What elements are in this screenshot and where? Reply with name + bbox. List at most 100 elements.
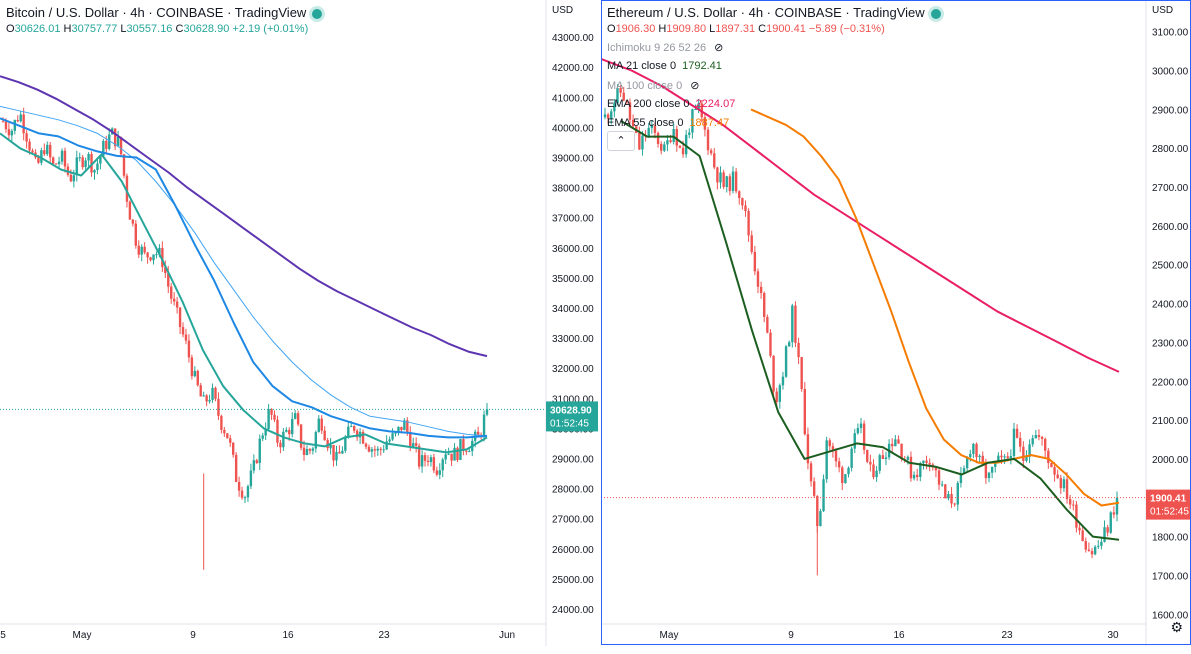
eth-candle-body xyxy=(834,450,838,462)
eth-y-tick-label: 2800.00 xyxy=(1152,144,1189,155)
eth-candle-body xyxy=(706,129,710,151)
indicator-ichimoku[interactable]: Ichimoku 9 26 52 26 ⊘ xyxy=(607,41,723,54)
btc-candle-body xyxy=(338,451,341,454)
btc-candle-body xyxy=(96,163,99,171)
eth-candle-body xyxy=(878,455,881,471)
btc-close: 30628.90 xyxy=(183,23,230,35)
btc-candle-body xyxy=(476,431,480,435)
eth-candle-body xyxy=(915,474,919,477)
eth-candle-body xyxy=(625,100,629,103)
btc-series-ema-100 xyxy=(0,105,488,437)
collapse-legend-button[interactable]: ⌃ xyxy=(607,131,635,151)
btc-candle-body xyxy=(54,163,58,165)
btc-candle-body xyxy=(403,420,406,431)
btc-candle-body xyxy=(237,481,241,491)
indicator-ma100[interactable]: MA 100 close 0 ⊘ xyxy=(607,79,699,92)
eth-candle-body xyxy=(678,145,682,148)
eth-candle-body xyxy=(756,271,760,287)
btc-candle-body xyxy=(178,307,182,328)
eth-series-ema-55 xyxy=(750,108,1120,507)
btc-candle-body xyxy=(172,298,176,302)
eth-candle-body xyxy=(875,470,878,478)
eth-candle-body xyxy=(1012,428,1016,456)
eth-candle-body xyxy=(1087,549,1091,552)
btc-low-label: L xyxy=(120,23,127,35)
btc-y-tick-label: 34000.00 xyxy=(552,304,594,315)
btc-chart-pane[interactable]: 24000.00 25000.00 26000.00 27000.00 28000.00… xyxy=(0,0,598,654)
eth-y-tick-label: 2000.00 xyxy=(1152,455,1189,466)
btc-candle-body xyxy=(465,450,468,452)
btc-price-tag: 30628.90 xyxy=(550,405,592,416)
indicator-ma21[interactable]: MA 21 close 0 1792.41 xyxy=(607,60,722,72)
btc-candle-body xyxy=(155,254,158,256)
eth-price-tag-box xyxy=(1146,489,1190,520)
btc-candle-body xyxy=(409,431,412,449)
btc-candle-body xyxy=(382,449,385,451)
btc-candle-body xyxy=(246,486,250,498)
btc-candle-body xyxy=(99,155,102,164)
eth-candle-body xyxy=(613,103,616,112)
eth-x-tick-label: 9 xyxy=(788,630,794,641)
btc-candle-body xyxy=(167,273,170,287)
btc-candle-body xyxy=(84,160,87,168)
eth-candle-body xyxy=(794,305,797,343)
btc-candle-body xyxy=(196,370,199,386)
eth-candle-body xyxy=(859,423,863,429)
eth-candles xyxy=(603,84,1119,576)
eth-candle-body xyxy=(653,125,657,133)
eth-candle-body xyxy=(766,316,769,333)
indicator-ma21-value: 1792.41 xyxy=(682,60,722,72)
eth-candle-body xyxy=(741,198,744,206)
btc-candle-body xyxy=(329,444,332,449)
gear-icon[interactable]: ⚙ xyxy=(1170,619,1183,635)
eth-candle-body xyxy=(703,117,707,130)
indicator-ema200[interactable]: EMA 200 close 0 2224.07 xyxy=(607,98,735,110)
eth-candle-body xyxy=(928,462,931,465)
btc-candle-body xyxy=(438,470,441,475)
eth-candle-body xyxy=(650,125,654,128)
btc-candle-body xyxy=(388,439,391,442)
btc-candle-body xyxy=(447,453,450,455)
btc-low: 30557.16 xyxy=(126,23,173,35)
eth-candle-body xyxy=(1100,541,1103,546)
eth-candle-body xyxy=(866,449,869,462)
eth-candle-body xyxy=(1053,467,1056,475)
btc-y-tick-label: 43000.00 xyxy=(552,33,594,44)
btc-candle-body xyxy=(223,429,226,434)
eth-candle-body xyxy=(806,434,810,464)
btc-candle-body xyxy=(161,247,164,268)
eth-candle-body xyxy=(775,391,778,402)
btc-candle-body xyxy=(181,327,185,335)
eth-chart-pane[interactable]: 1600.001700.001800.001900.002000.002100.… xyxy=(601,0,1191,654)
eth-close: 1900.41 xyxy=(766,23,806,35)
btc-candle-body xyxy=(267,409,270,430)
eye-hidden-icon[interactable]: ⊘ xyxy=(714,42,724,54)
eth-candle-body xyxy=(619,88,622,93)
btc-candle-body xyxy=(485,409,489,415)
eth-x-tick-label: 23 xyxy=(1001,630,1013,641)
eth-candle-body xyxy=(987,472,991,479)
btc-symbol-title: Bitcoin / U.S. Dollar · 4h · COINBASE · … xyxy=(6,5,323,20)
btc-candle-body xyxy=(69,174,73,182)
eth-candle-body xyxy=(1078,527,1081,531)
eye-hidden-icon[interactable]: ⊘ xyxy=(690,80,700,92)
eth-candle-body xyxy=(953,503,956,505)
eth-candle-body xyxy=(1006,456,1009,459)
btc-candle-body xyxy=(426,460,430,463)
btc-candle-body xyxy=(113,128,117,147)
indicator-ema55[interactable]: EMA 55 close 0 1887.47 xyxy=(607,117,729,129)
btc-series-ma-21 xyxy=(0,132,488,454)
eth-candle-body xyxy=(663,144,666,151)
eth-chart[interactable]: 1600.001700.001800.001900.002000.002100.… xyxy=(601,0,1191,654)
eth-candle-body xyxy=(812,481,816,496)
btc-candle-body xyxy=(51,157,55,164)
btc-chart[interactable]: 24000.00 25000.00 26000.00 27000.00 28000.00… xyxy=(0,0,598,654)
eth-candle-body xyxy=(750,235,753,252)
btc-candle-body xyxy=(311,448,315,451)
btc-candle-body xyxy=(46,144,49,155)
eth-candle-body xyxy=(713,153,716,168)
eth-ohlc-legend: O1906.30 H1909.80 L1897.31 C1900.41 −5.8… xyxy=(607,23,885,35)
eth-candle-body xyxy=(800,357,803,390)
btc-candle-body xyxy=(22,114,25,134)
btc-candle-body xyxy=(184,334,188,341)
